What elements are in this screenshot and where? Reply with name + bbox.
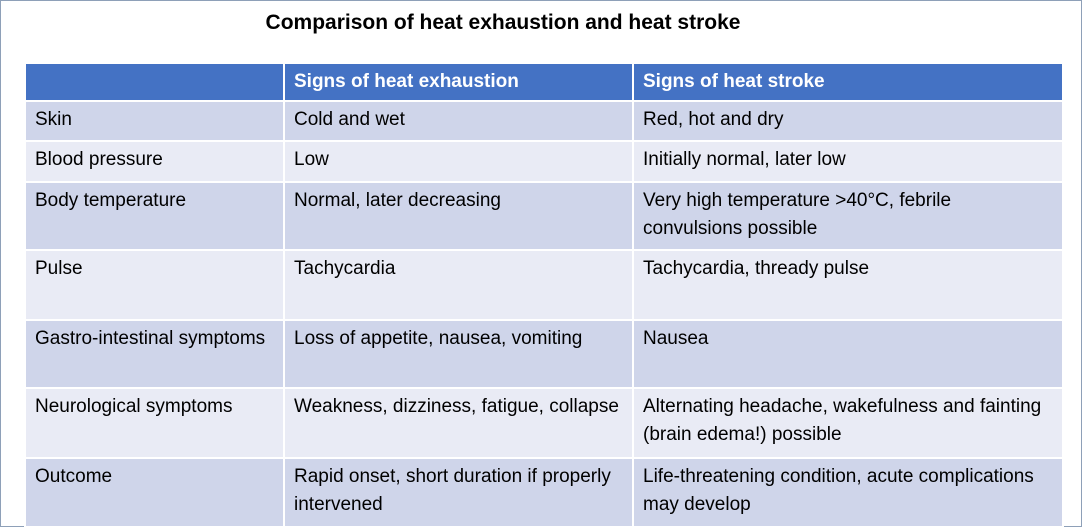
table-row: Skin Cold and wet Red, hot and dry [24, 100, 1064, 142]
title: Comparison of heat exhaustion and heat s… [265, 11, 741, 34]
row-label: Skin [24, 100, 285, 142]
table-cell: Cold and wet [283, 100, 634, 142]
table-cell: Initially normal, later low [632, 140, 1064, 183]
row-label: Gastro-intestinal symptoms [24, 319, 285, 389]
table-cell: Very high temperature >40°C, febrile con… [632, 181, 1064, 251]
table-cell: Rapid onset, short duration if properly … [283, 457, 634, 528]
header-cell: Signs of heat exhaustion [283, 62, 634, 102]
table-cell: Life-threatening condition, acute compli… [632, 457, 1064, 528]
row-label: Body temperature [24, 181, 285, 251]
table-row: Outcome Rapid onset, short duration if pr… [24, 457, 1064, 528]
table-row: Body temperature Normal, later decreasing… [24, 181, 1064, 251]
table-cell: Alternating headache, wakefulness and fa… [632, 387, 1064, 459]
table-cell: Weakness, dizziness, fatigue, collapse [283, 387, 634, 459]
table-cell: Tachycardia [283, 249, 634, 321]
table-cell: Red, hot and dry [632, 100, 1064, 142]
table-cell: Low [283, 140, 634, 183]
table-row: Gastro-intestinal symptoms Loss of appeti… [24, 319, 1064, 389]
header-row: Signs of heat exhaustion Signs of heat st… [24, 62, 1064, 102]
row-label: Neurological symptoms [24, 387, 285, 459]
header-cell: Signs of heat stroke [632, 62, 1064, 102]
header-cell [24, 62, 285, 102]
table-cell: Tachycardia, thready pulse [632, 249, 1064, 321]
table-cell: Nausea [632, 319, 1064, 389]
comparison-table: Signs of heat exhaustion Signs of heat st… [24, 62, 1064, 528]
table-row: Blood pressure Low Initially normal, later… [24, 140, 1064, 183]
table-cell: Normal, later decreasing [283, 181, 634, 251]
table-row: Neurological symptoms Weakness, dizziness… [24, 387, 1064, 459]
row-label: Outcome [24, 457, 285, 528]
table-row: Pulse Tachycardia Tachycardia, thready pul… [24, 249, 1064, 321]
table-cell: Loss of appetite, nausea, vomiting [283, 319, 634, 389]
row-label: Blood pressure [24, 140, 285, 183]
row-label: Pulse [24, 249, 285, 321]
